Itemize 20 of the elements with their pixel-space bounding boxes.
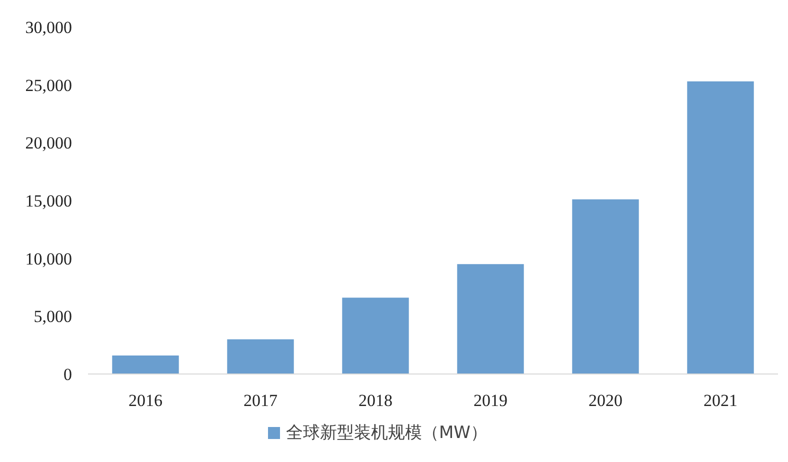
y-tick-label: 15,000	[25, 191, 72, 210]
y-tick-label: 20,000	[25, 134, 72, 153]
y-tick-label: 0	[64, 364, 72, 384]
x-tick-label: 2018	[358, 391, 392, 410]
x-tick-label: 2016	[128, 391, 162, 410]
x-tick-label: 2020	[588, 391, 622, 410]
bar	[687, 81, 754, 374]
y-tick-label: 10,000	[25, 249, 72, 268]
legend-label: 全球新型装机规模（MW）	[286, 423, 488, 443]
bar	[227, 339, 294, 374]
x-tick-label: 2021	[704, 391, 738, 410]
x-tick-label: 2019	[474, 391, 508, 410]
bar	[342, 298, 409, 374]
x-tick-label: 2017	[244, 391, 278, 410]
y-tick-label: 5,000	[34, 307, 72, 326]
bar	[112, 355, 179, 374]
bar	[572, 199, 639, 374]
y-tick-label: 30,000	[25, 18, 72, 37]
bar	[457, 264, 524, 374]
y-tick-label: 25,000	[25, 76, 72, 95]
